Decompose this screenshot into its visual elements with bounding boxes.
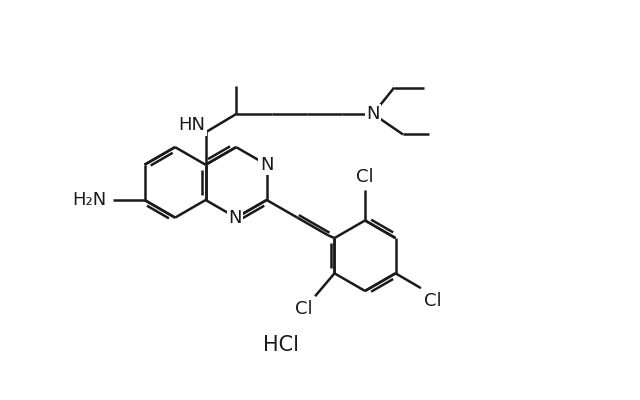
Text: N: N [366,105,380,123]
Text: HCl: HCl [263,335,299,355]
Text: Cl: Cl [294,300,312,318]
Text: Cl: Cl [356,168,374,186]
Text: N: N [260,156,273,174]
Text: H₂N: H₂N [73,191,107,209]
Text: Cl: Cl [424,292,442,310]
Text: N: N [228,209,242,227]
Text: HN: HN [179,116,205,134]
